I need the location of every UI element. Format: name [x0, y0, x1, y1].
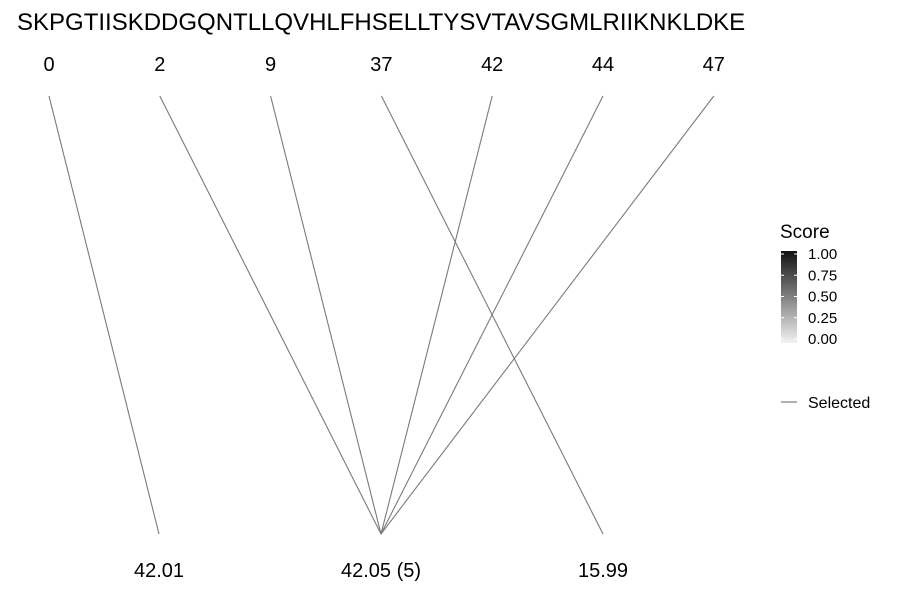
legend-colorbar — [781, 251, 797, 343]
legend-selected-label: Selected — [808, 395, 870, 412]
legend-tick-label: 0.75 — [808, 267, 837, 284]
connection-line — [380, 95, 715, 535]
sequence-title: SKPGTIISKDDGQNTLLQVHLFHSELLTYSVTAVSGMLRI… — [17, 9, 745, 36]
connection-line — [380, 95, 604, 535]
legend-ticks: 1.00 0.75 0.50 0.25 0.00 — [781, 246, 837, 348]
top-position-label: 9 — [265, 54, 276, 76]
top-position-label: 47 — [703, 54, 725, 76]
connection-line — [48, 95, 160, 535]
bottom-score-label: 42.05 (5) — [341, 560, 421, 582]
top-position-label: 44 — [592, 54, 614, 76]
connection-line — [380, 95, 493, 535]
bottom-score-label: 15.99 — [578, 560, 628, 582]
bottom-score-labels: 42.01 42.05 (5) 15.99 — [134, 560, 628, 582]
connection-lines — [48, 95, 715, 535]
score-legend: Score 1.00 0.75 0.50 0.25 0.00 Selected — [780, 222, 870, 412]
top-position-label: 2 — [154, 54, 165, 76]
legend-tick-label: 0.00 — [808, 331, 837, 348]
connection-line — [159, 95, 382, 535]
legend-tick-label: 0.50 — [808, 289, 837, 306]
top-position-label: 42 — [481, 54, 503, 76]
legend-tick-label: 0.25 — [808, 310, 837, 327]
legend-tick-label: 1.00 — [808, 246, 837, 263]
connection-line — [270, 95, 382, 535]
top-position-label: 0 — [43, 54, 54, 76]
bottom-score-label: 42.01 — [134, 560, 184, 582]
top-position-label: 37 — [370, 54, 392, 76]
legend-title: Score — [780, 222, 830, 243]
top-position-labels: 0 2 9 37 42 44 47 — [43, 54, 724, 76]
